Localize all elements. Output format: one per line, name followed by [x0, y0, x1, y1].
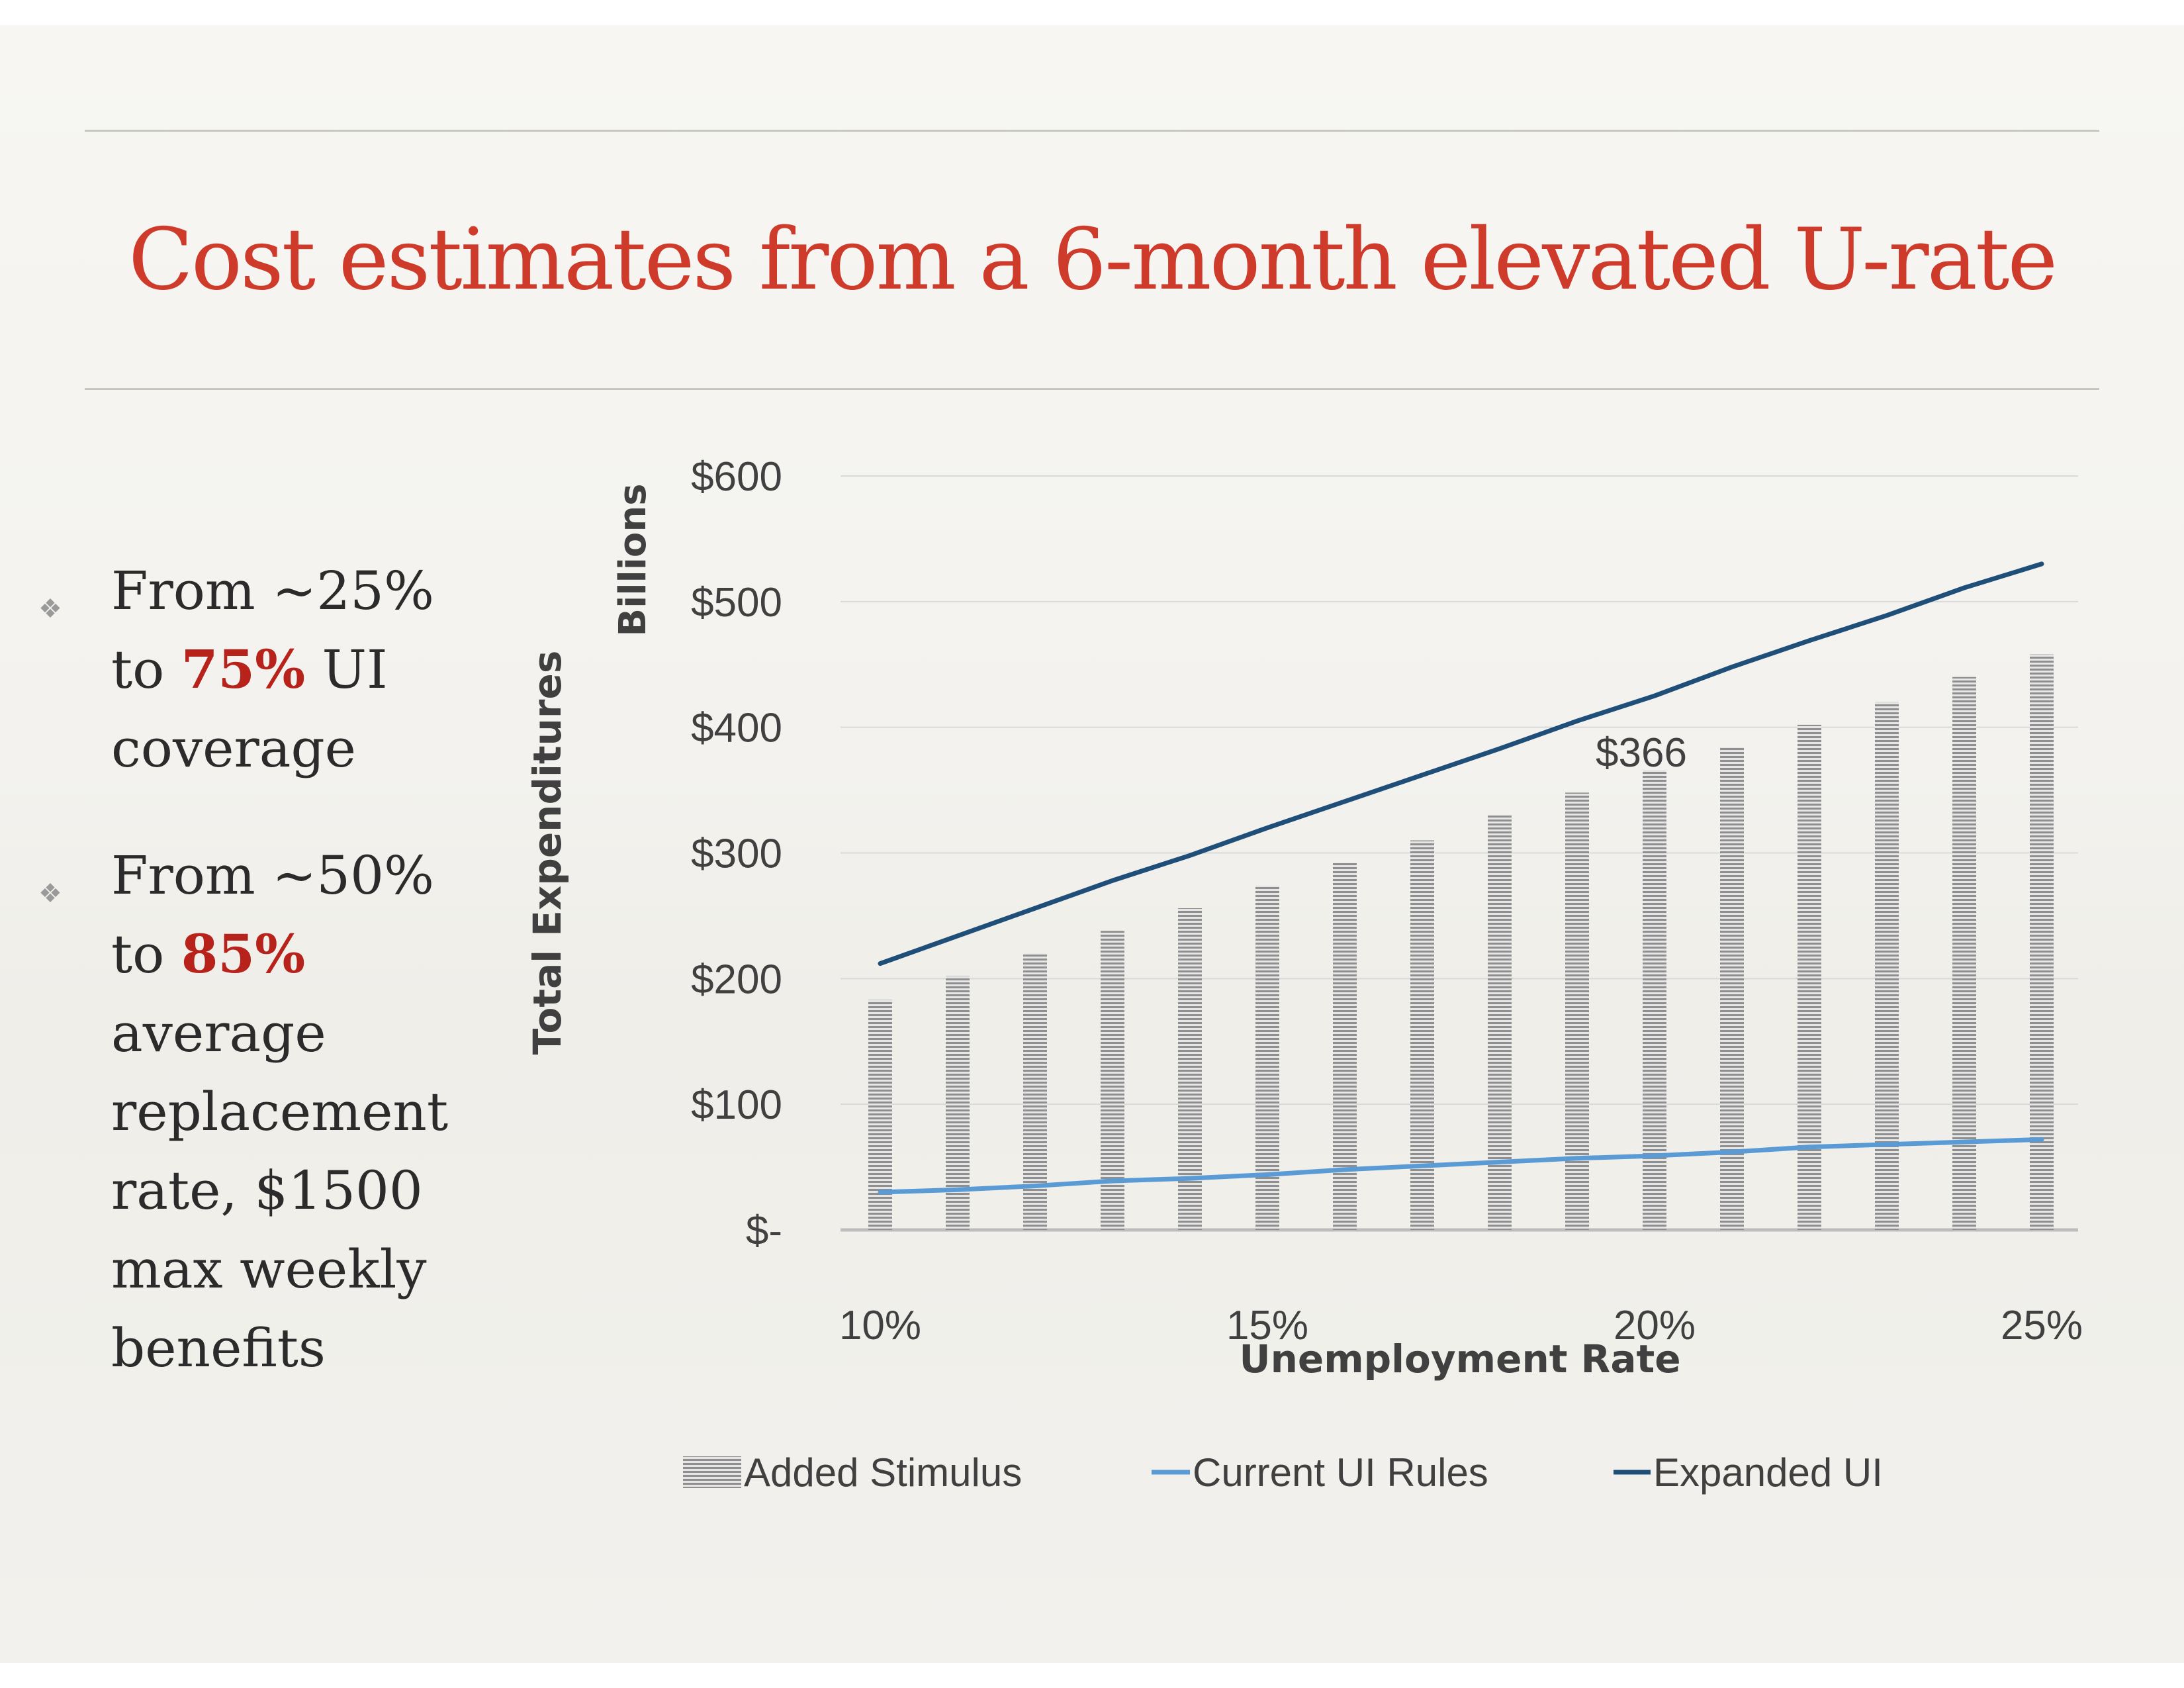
bar-added-stimulus: [1101, 931, 1124, 1230]
diamond-ornament-icon: ❖: [38, 594, 62, 624]
legend-label-added-stimulus: Added Stimulus: [744, 1450, 1022, 1495]
y-tick-label: $100: [691, 1082, 782, 1128]
gridlines: [841, 475, 2078, 1232]
bar-added-stimulus: [1178, 908, 1202, 1230]
legend-swatch-added-stimulus: [683, 1456, 741, 1488]
x-tick-label: 25%: [2001, 1303, 2083, 1348]
bullet-highlight: 85%: [181, 923, 306, 985]
top-divider: [85, 130, 2099, 132]
bar-added-stimulus: [1565, 792, 1589, 1230]
y-tick-label: $-: [746, 1208, 782, 1254]
diamond-ornament-icon: ❖: [38, 878, 62, 909]
y-tick-label: $200: [691, 957, 782, 1002]
y-axis-labels: $- $100 $200 $300 $400 $500 $600: [691, 454, 782, 1254]
legend-label-expanded-ui: Expanded UI: [1653, 1450, 1883, 1495]
line-current-ui-rules: [878, 1137, 2044, 1195]
bar-added-stimulus: [1875, 702, 1899, 1230]
y-tick-label: $300: [691, 831, 782, 877]
bar-added-stimulus: [868, 1000, 892, 1230]
x-tick-label: 20%: [1614, 1303, 1696, 1348]
bar-added-stimulus: [2030, 654, 2054, 1230]
bar-added-stimulus: [1720, 747, 1744, 1230]
bar-added-stimulus: [1255, 885, 1279, 1230]
bar-added-stimulus: [1643, 770, 1666, 1230]
y-tick-label: $600: [691, 454, 782, 500]
line-series: [878, 561, 2044, 1195]
y-tick-label: $400: [691, 706, 782, 751]
bullet-ui-coverage: ❖ From ~25% to 75% UI coverage: [38, 551, 455, 788]
y-tick-label: $500: [691, 580, 782, 626]
bullet-text: From ~25% to: [111, 560, 435, 700]
title-divider: [85, 388, 2099, 390]
bar-added-stimulus: [1410, 840, 1434, 1230]
chart: $-$100$200$300$400$500$600 10% 15% 20% 25% …: [525, 454, 2083, 1495]
bar-added-stimulus: [1488, 815, 1512, 1230]
bar-added-stimulus: [1333, 863, 1357, 1230]
legend: Added Stimulus Current UI Rules Expanded…: [683, 1450, 1883, 1495]
data-label: $366: [1596, 730, 1687, 776]
slide-title: Cost estimates from a 6-month elevated U…: [128, 211, 2058, 309]
bar-added-stimulus: [1797, 724, 1821, 1230]
line-expanded-ui: [878, 561, 2044, 966]
bullet-highlight: 75%: [181, 638, 306, 700]
bullet-replacement-rate: ❖ From ~50% to 85% average replacement r…: [38, 836, 469, 1387]
x-tick-label: 10%: [839, 1303, 921, 1348]
bullet-text: From ~50% to: [111, 845, 435, 985]
x-tick-label: 15%: [1226, 1303, 1308, 1348]
x-axis-labels: 10% 15% 20% 25%: [839, 1303, 2083, 1348]
y-axis-title: Total Expenditures: [525, 651, 570, 1055]
slide: Cost estimates from a 6-month elevated U…: [0, 25, 2184, 1663]
x-axis-title: Unemployment Rate: [1239, 1336, 1680, 1382]
legend-label-current-ui: Current UI Rules: [1193, 1450, 1488, 1495]
y-units-label: Billions: [612, 483, 655, 636]
bar-added-stimulus: [1952, 677, 1976, 1230]
bullet-text: UI coverage: [111, 639, 388, 779]
bullet-text: average replacement rate, $1500 max week…: [111, 1002, 449, 1379]
